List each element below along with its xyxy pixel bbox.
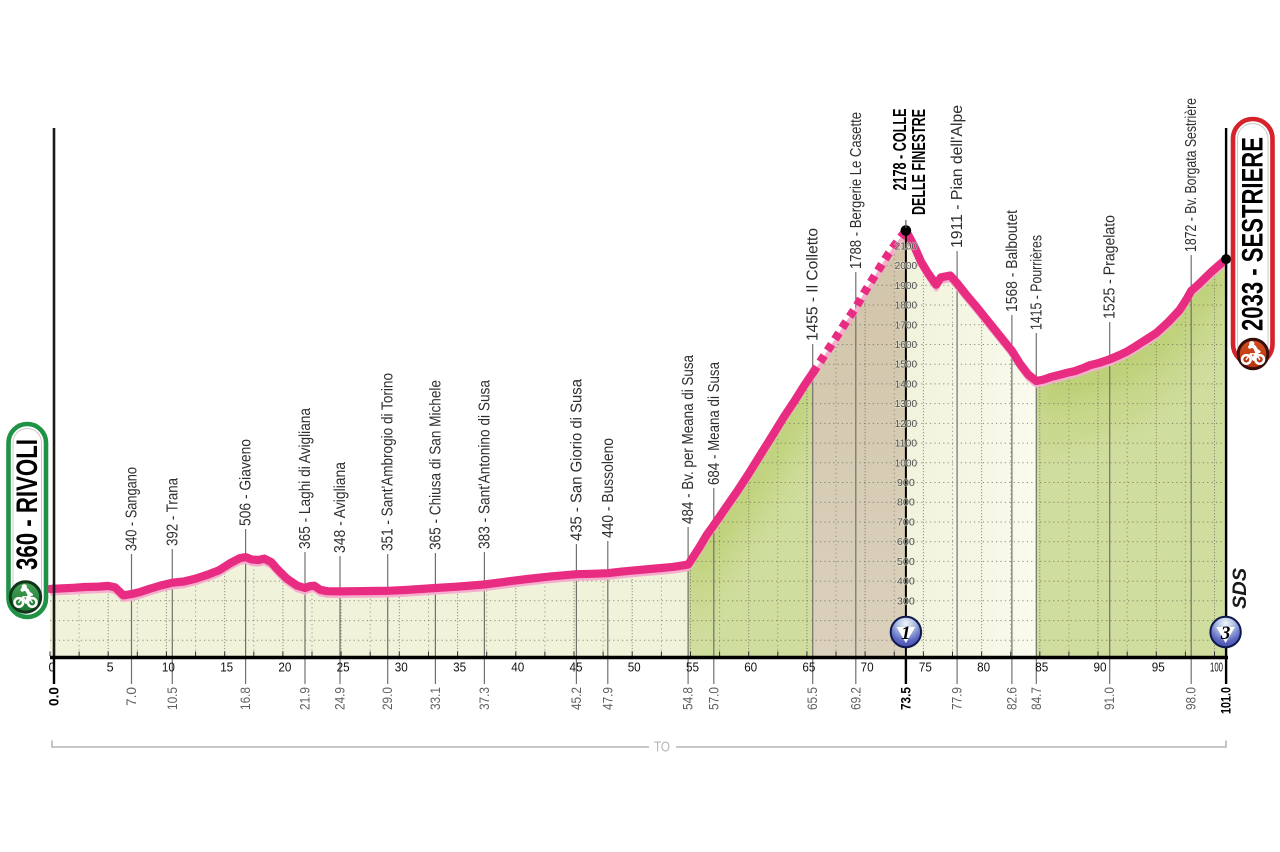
svg-text:365 - Chiusa di San Michele: 365 - Chiusa di San Michele bbox=[427, 380, 444, 550]
svg-text:365 - Laghi di Avigliana: 365 - Laghi di Avigliana bbox=[297, 408, 314, 549]
svg-text:45: 45 bbox=[570, 661, 583, 675]
svg-text:800: 800 bbox=[897, 497, 915, 509]
svg-text:90: 90 bbox=[1094, 661, 1107, 675]
svg-text:DELLE FINESTRE: DELLE FINESTRE bbox=[909, 109, 929, 215]
svg-text:57.0: 57.0 bbox=[706, 687, 721, 710]
svg-text:35: 35 bbox=[453, 661, 466, 675]
svg-text:101.0: 101.0 bbox=[1219, 687, 1234, 714]
svg-text:55: 55 bbox=[686, 661, 699, 675]
svg-text:1: 1 bbox=[901, 623, 911, 644]
svg-text:7.0: 7.0 bbox=[124, 687, 139, 706]
svg-text:33.1: 33.1 bbox=[428, 687, 443, 710]
svg-text:98.0: 98.0 bbox=[1184, 687, 1199, 710]
svg-text:383 - Sant'Antonino di Susa: 383 - Sant'Antonino di Susa bbox=[476, 380, 493, 549]
svg-text:360 - RIVOLI: 360 - RIVOLI bbox=[11, 439, 44, 570]
svg-text:435 - San Giorio di Susa: 435 - San Giorio di Susa bbox=[568, 379, 585, 541]
svg-text:69.2: 69.2 bbox=[848, 687, 863, 710]
svg-text:684 - Meana di Susa: 684 - Meana di Susa bbox=[706, 362, 723, 485]
svg-text:1900: 1900 bbox=[895, 280, 918, 292]
svg-text:75: 75 bbox=[919, 661, 932, 675]
svg-text:1400: 1400 bbox=[895, 378, 918, 390]
svg-text:1100: 1100 bbox=[895, 438, 918, 450]
svg-text:1872 - Bv. Borgata Sestrière: 1872 - Bv. Borgata Sestrière bbox=[1183, 98, 1200, 252]
svg-text:1300: 1300 bbox=[895, 398, 918, 410]
svg-text:5: 5 bbox=[107, 661, 114, 675]
svg-text:484 - Bv. per Meana di Susa: 484 - Bv. per Meana di Susa bbox=[680, 355, 697, 524]
svg-text:1455 - Il Colletto: 1455 - Il Colletto bbox=[805, 228, 822, 341]
svg-text:351 - Sant'Ambrogio di Torino: 351 - Sant'Ambrogio di Torino bbox=[380, 373, 397, 551]
svg-text:1525 - Pragelato: 1525 - Pragelato bbox=[1102, 215, 1119, 319]
svg-text:600: 600 bbox=[897, 536, 915, 548]
svg-text:77.9: 77.9 bbox=[950, 687, 965, 710]
svg-text:440 - Bussoleno: 440 - Bussoleno bbox=[600, 438, 617, 538]
svg-text:1700: 1700 bbox=[895, 319, 918, 331]
svg-text:25: 25 bbox=[337, 661, 350, 675]
svg-text:95: 95 bbox=[1152, 661, 1165, 675]
svg-text:47.9: 47.9 bbox=[600, 687, 615, 710]
svg-text:300: 300 bbox=[897, 595, 915, 607]
svg-text:1568 - Balboutet: 1568 - Balboutet bbox=[1004, 210, 1021, 312]
svg-text:0.0: 0.0 bbox=[47, 687, 62, 706]
svg-text:40: 40 bbox=[511, 661, 524, 675]
svg-text:45.2: 45.2 bbox=[569, 687, 584, 710]
svg-text:84.7: 84.7 bbox=[1029, 687, 1044, 710]
svg-text:16.8: 16.8 bbox=[238, 687, 253, 710]
svg-text:1800: 1800 bbox=[895, 300, 918, 312]
svg-text:900: 900 bbox=[897, 477, 915, 489]
svg-text:80: 80 bbox=[977, 661, 990, 675]
svg-text:2178 - COLLE: 2178 - COLLE bbox=[890, 109, 910, 191]
svg-text:65.5: 65.5 bbox=[805, 687, 820, 710]
svg-text:2033 - SESTRIERE: 2033 - SESTRIERE bbox=[1237, 137, 1270, 331]
svg-text:TO: TO bbox=[654, 739, 670, 756]
svg-text:1600: 1600 bbox=[895, 339, 918, 351]
svg-text:15: 15 bbox=[220, 661, 233, 675]
svg-text:340 - Sangano: 340 - Sangano bbox=[124, 467, 141, 551]
svg-text:3: 3 bbox=[1220, 623, 1231, 644]
svg-text:30: 30 bbox=[395, 661, 408, 675]
svg-text:50: 50 bbox=[628, 661, 641, 675]
svg-text:392 - Trana: 392 - Trana bbox=[164, 478, 181, 546]
svg-text:700: 700 bbox=[897, 517, 915, 529]
svg-text:1788 - Bergerie Le Casette: 1788 - Bergerie Le Casette bbox=[848, 112, 865, 269]
svg-text:1500: 1500 bbox=[895, 359, 918, 371]
svg-text:500: 500 bbox=[897, 556, 915, 568]
svg-text:348 - Avigliana: 348 - Avigliana bbox=[332, 462, 349, 553]
svg-text:70: 70 bbox=[861, 661, 874, 675]
svg-text:54.8: 54.8 bbox=[681, 687, 696, 710]
svg-text:2100: 2100 bbox=[895, 240, 918, 252]
svg-text:1911 - Pian dell'Alpe: 1911 - Pian dell'Alpe bbox=[949, 105, 966, 248]
svg-text:60: 60 bbox=[744, 661, 757, 675]
svg-text:10.5: 10.5 bbox=[165, 687, 180, 710]
svg-text:0: 0 bbox=[49, 661, 56, 675]
svg-text:1000: 1000 bbox=[895, 457, 918, 469]
svg-text:91.0: 91.0 bbox=[1102, 687, 1117, 710]
svg-text:29.0: 29.0 bbox=[380, 687, 395, 710]
svg-text:400: 400 bbox=[897, 576, 915, 588]
svg-text:85: 85 bbox=[1035, 661, 1048, 675]
svg-text:SDS: SDS bbox=[1230, 568, 1251, 609]
svg-text:1200: 1200 bbox=[895, 418, 918, 430]
svg-text:24.9: 24.9 bbox=[333, 687, 348, 710]
svg-text:82.6: 82.6 bbox=[1004, 687, 1019, 710]
svg-text:73.5: 73.5 bbox=[898, 687, 913, 710]
svg-text:100: 100 bbox=[1210, 661, 1223, 675]
svg-text:10: 10 bbox=[162, 661, 175, 675]
svg-text:1415 - Pourrières: 1415 - Pourrières bbox=[1028, 235, 1045, 330]
svg-text:20: 20 bbox=[278, 661, 291, 675]
svg-text:506 - Giaveno: 506 - Giaveno bbox=[238, 439, 255, 526]
svg-text:2000: 2000 bbox=[895, 260, 918, 272]
svg-text:37.3: 37.3 bbox=[477, 687, 492, 710]
svg-text:65: 65 bbox=[802, 661, 815, 675]
svg-text:21.9: 21.9 bbox=[298, 687, 313, 710]
